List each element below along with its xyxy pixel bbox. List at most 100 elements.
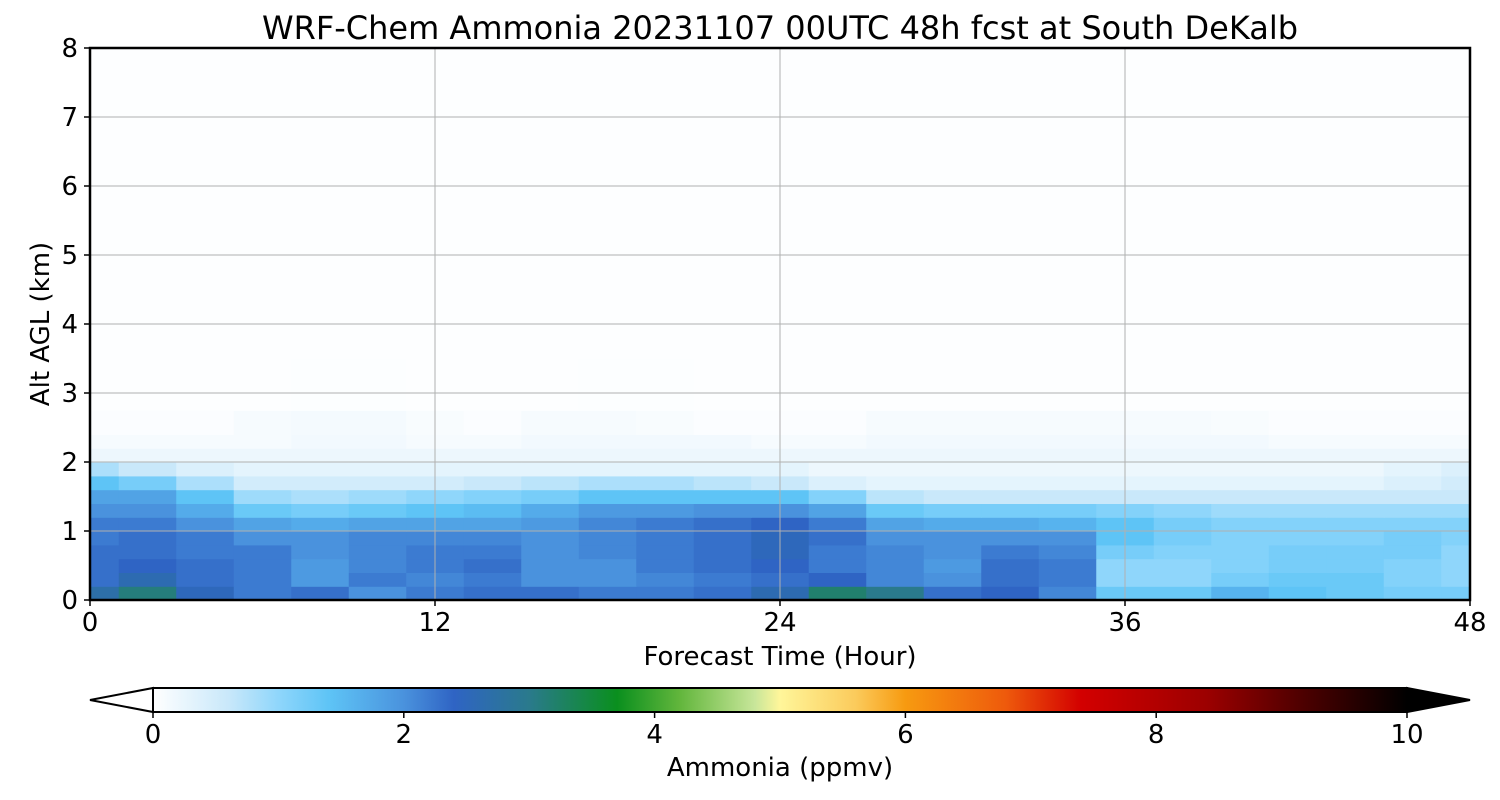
heatmap-cell (233, 531, 292, 546)
heatmap-cell (521, 358, 580, 411)
heatmap-cell (866, 448, 925, 463)
heatmap-cell (1326, 475, 1385, 491)
heatmap-cell (1383, 531, 1442, 546)
heatmap-cell (1153, 586, 1212, 601)
heatmap-cell (1211, 410, 1270, 435)
heatmap-cell (1038, 531, 1097, 546)
heatmap-cell (981, 517, 1040, 532)
heatmap-cell (291, 586, 350, 601)
heatmap-cell (693, 558, 752, 573)
heatmap-cell (1268, 586, 1327, 601)
heatmap-cell (981, 48, 1040, 84)
colorbar-tick-label: 2 (396, 720, 413, 750)
heatmap-cell (1211, 475, 1270, 491)
heatmap-cell (1268, 531, 1327, 546)
heatmap-cell (808, 503, 867, 518)
heatmap-cell (1383, 489, 1442, 504)
heatmap-cell (233, 503, 292, 518)
heatmap-cell (1038, 410, 1097, 435)
x-tick-label: 48 (1453, 608, 1486, 638)
heatmap-cell (636, 531, 695, 546)
heatmap-cell (1441, 572, 1471, 587)
heatmap-cell (808, 410, 867, 435)
heatmap-cell (521, 503, 580, 518)
heatmap-cell (176, 448, 235, 463)
y-tick-label: 1 (61, 517, 78, 547)
heatmap-cell (521, 462, 580, 477)
heatmap-cell (176, 48, 235, 84)
heatmap-cell (1153, 448, 1212, 463)
heatmap-cell (521, 558, 580, 573)
heatmap-cell (636, 544, 695, 560)
heatmap-cell (348, 489, 407, 504)
heatmap-cell (90, 517, 120, 532)
heatmap-cell (808, 475, 867, 491)
heatmap-cell (1268, 48, 1327, 84)
heatmap-cell (348, 586, 407, 601)
heatmap-cell (1383, 475, 1442, 491)
heatmap-cell (1383, 558, 1442, 573)
heatmap-cell (1268, 544, 1327, 560)
heatmap-cell (693, 572, 752, 587)
heatmap-cell (1268, 572, 1327, 587)
heatmap-cell (348, 448, 407, 463)
heatmap-cell (981, 475, 1040, 491)
heatmap-cell (1326, 434, 1385, 449)
heatmap-cell (1153, 558, 1212, 573)
heatmap-cell (1383, 572, 1442, 587)
heatmap-cell (521, 586, 580, 601)
heatmap-cell (463, 503, 522, 518)
heatmap-cell (866, 358, 925, 411)
heatmap-cell (90, 503, 120, 518)
heatmap-cell (808, 531, 867, 546)
y-tick-label: 6 (61, 172, 78, 202)
heatmap-cell (176, 410, 235, 435)
heatmap-cell (348, 462, 407, 477)
heatmap-cell (176, 544, 235, 560)
heatmap-cell (291, 475, 350, 491)
heatmap-cell (176, 489, 235, 504)
heatmap-cell (1038, 358, 1097, 411)
heatmap-cell (1038, 558, 1097, 573)
heatmap-cell (233, 448, 292, 463)
y-tick-label: 2 (61, 448, 78, 478)
heatmap-cell (578, 503, 637, 518)
heatmap-cell (463, 517, 522, 532)
heatmap-cell (636, 558, 695, 573)
heatmap-cell (1211, 489, 1270, 504)
colorbar-tick-label: 0 (145, 720, 162, 750)
heatmap-cell (1268, 517, 1327, 532)
heatmap-cell (1268, 558, 1327, 573)
heatmap-cell (693, 475, 752, 491)
heatmap-cell (1211, 448, 1270, 463)
heatmap-cell (636, 48, 695, 84)
plot-area (88, 46, 1472, 602)
heatmap-cell (118, 434, 177, 449)
heatmap-cell (636, 434, 695, 449)
heatmap-cell (233, 489, 292, 504)
heatmap-cell (1038, 544, 1097, 560)
heatmap-cell (521, 531, 580, 546)
heatmap-cell (233, 462, 292, 477)
heatmap-cell (1268, 462, 1327, 477)
heatmap-cell (90, 558, 120, 573)
heatmap-cell (866, 572, 925, 587)
heatmap-cell (1211, 531, 1270, 546)
heatmap-cell (118, 48, 177, 84)
heatmap-cell (176, 572, 235, 587)
heatmap-cell (463, 544, 522, 560)
heatmap-cell (348, 544, 407, 560)
heatmap-cell (521, 572, 580, 587)
heatmap-cell (90, 572, 120, 587)
heatmap-cell (348, 531, 407, 546)
heatmap-cell (636, 586, 695, 601)
heatmap-cell (693, 503, 752, 518)
heatmap-cell (1268, 489, 1327, 504)
heatmap-cell (1326, 48, 1385, 84)
heatmap-cell (1038, 434, 1097, 449)
heatmap-cell (636, 410, 695, 435)
y-tick-label: 5 (61, 241, 78, 271)
heatmap-cell (808, 586, 867, 601)
heatmap-cell (1383, 434, 1442, 449)
